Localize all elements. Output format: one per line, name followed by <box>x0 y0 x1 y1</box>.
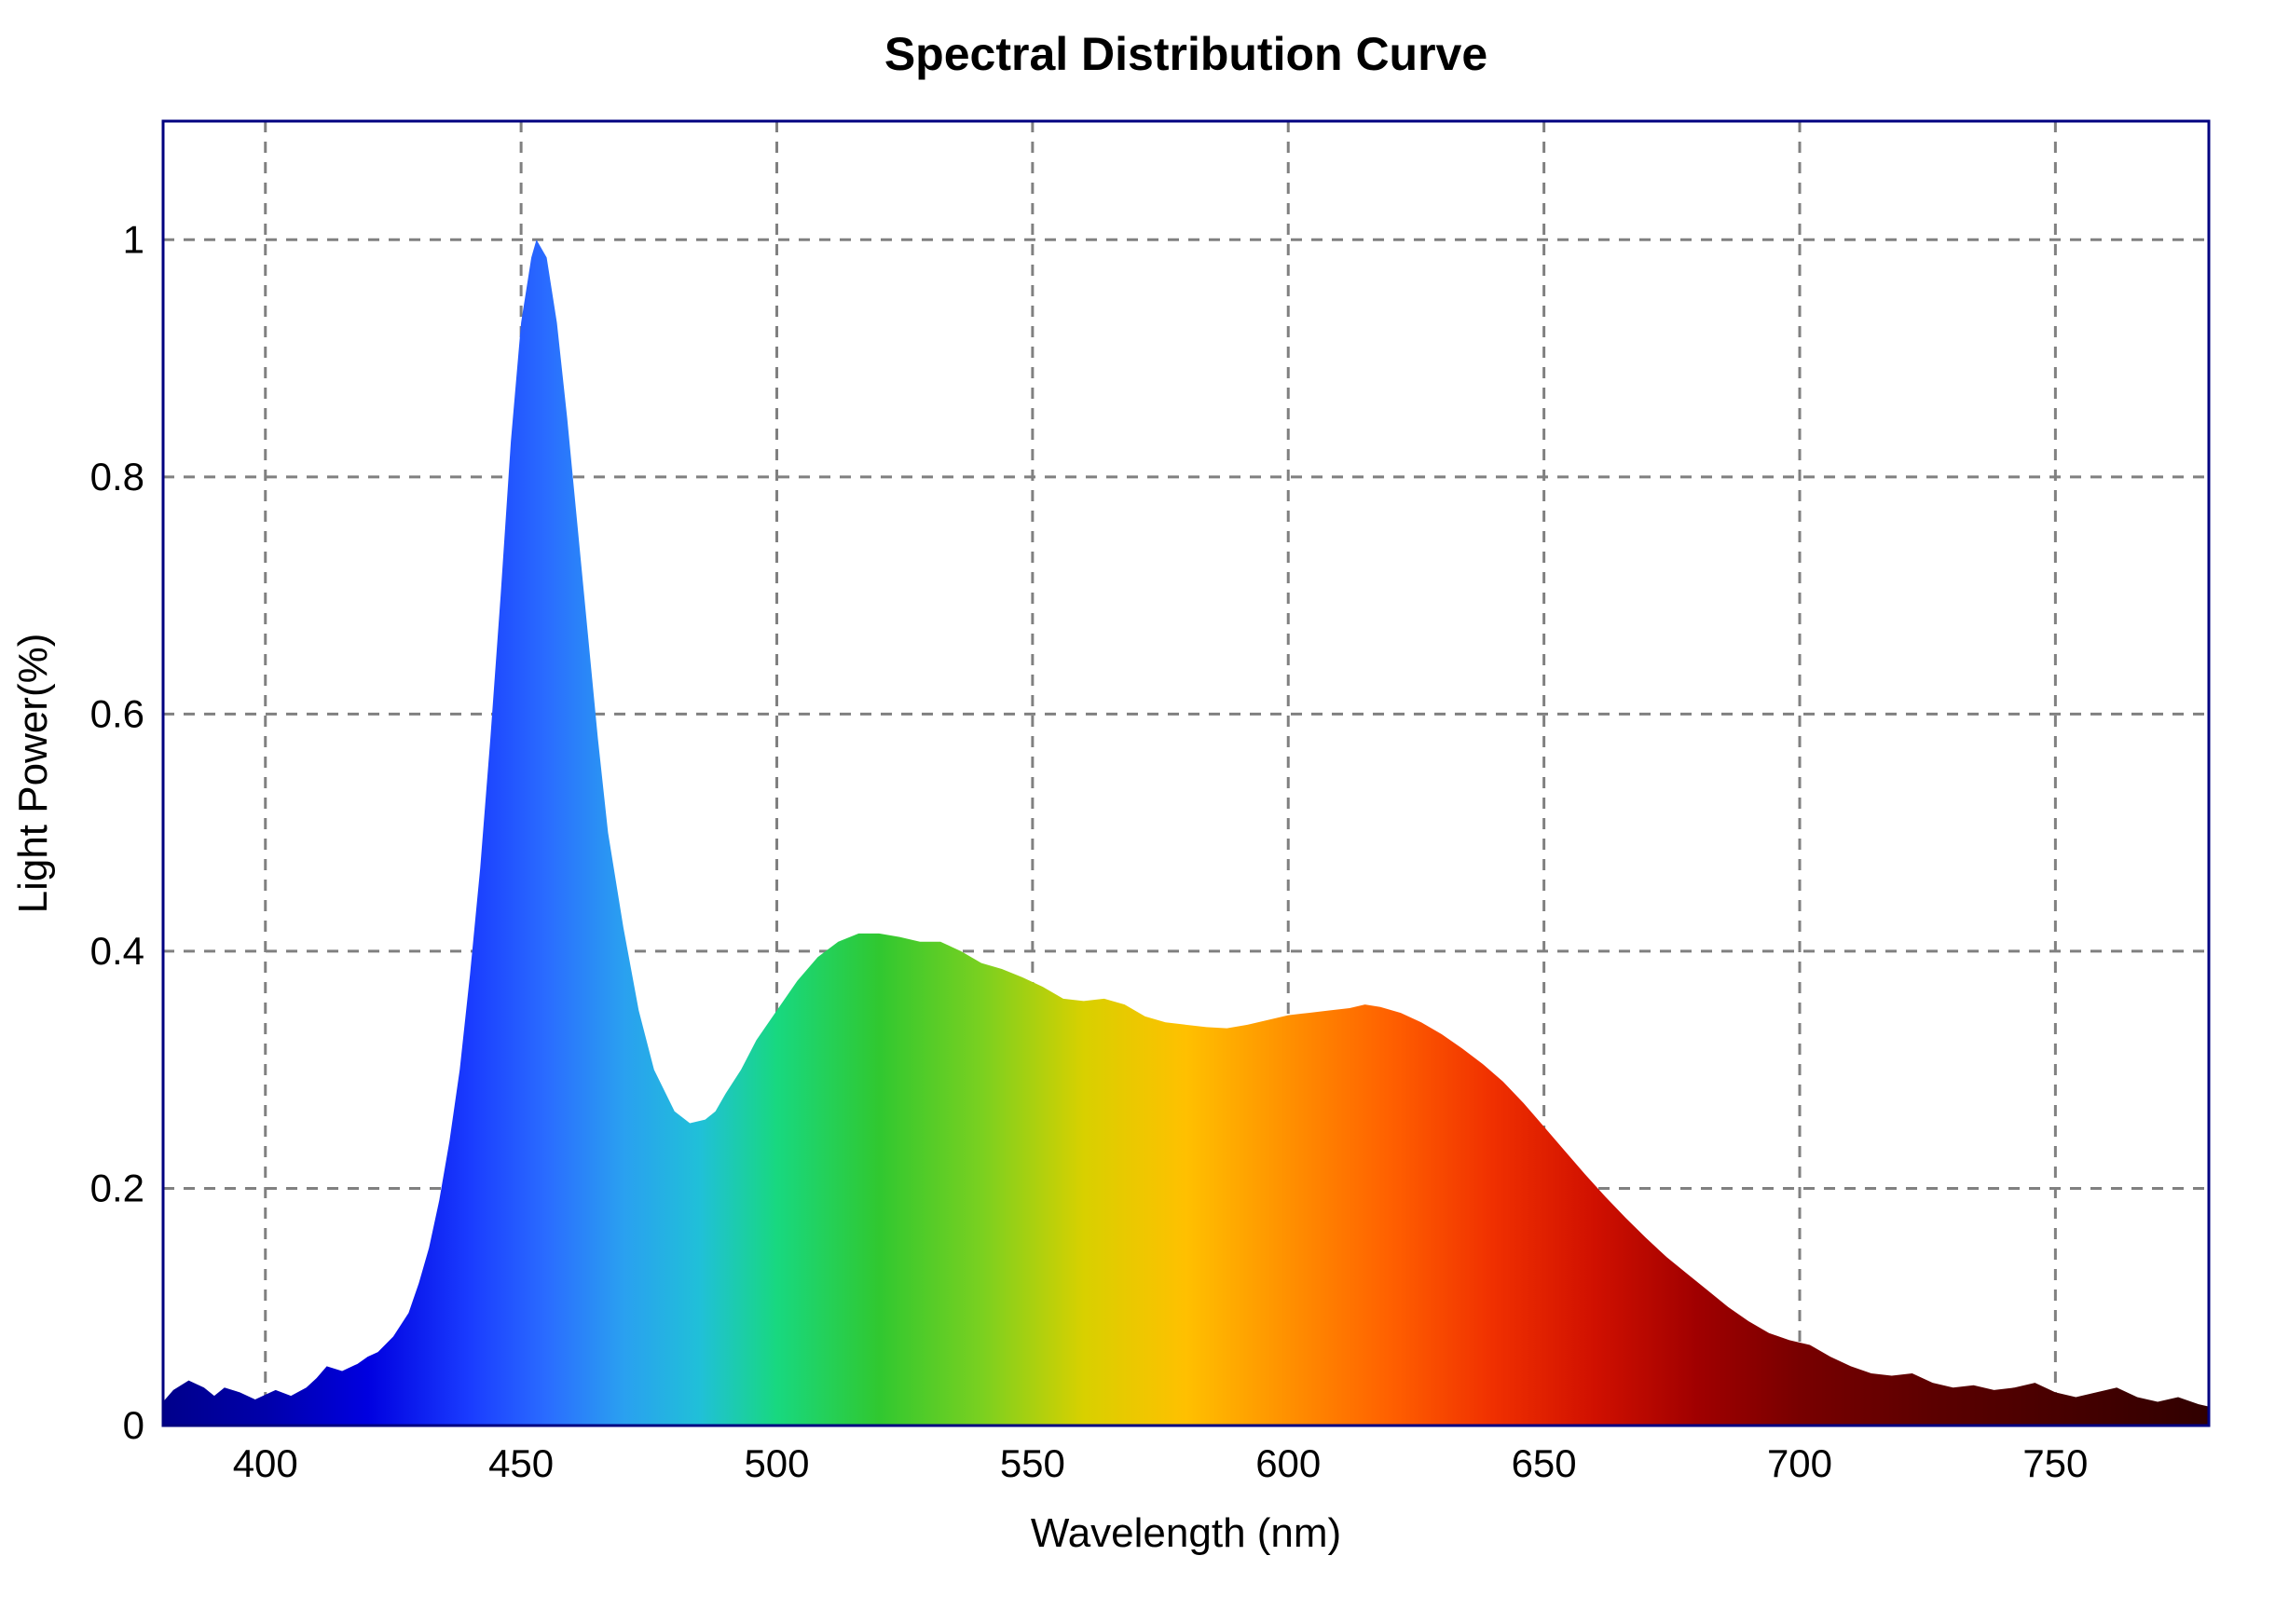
x-tick-label: 450 <box>488 1441 554 1485</box>
y-tick-label: 0.4 <box>90 929 144 973</box>
chart-svg: Spectral Distribution Curve 400 450 500 550… <box>0 0 2275 1624</box>
x-tick-label: 700 <box>1767 1441 1832 1485</box>
x-tick-label: 550 <box>1000 1441 1065 1485</box>
y-tick-label: 1 <box>123 217 144 261</box>
chart-title: Spectral Distribution Curve <box>884 28 1487 80</box>
y-tick-labels: 0 0.2 0.4 0.6 0.8 1 <box>90 217 144 1447</box>
x-tick-label: 750 <box>2022 1441 2088 1485</box>
y-tick-label: 0.2 <box>90 1166 144 1209</box>
spectral-chart: Spectral Distribution Curve 400 450 500 550… <box>0 0 2275 1624</box>
x-tick-label: 600 <box>1255 1441 1321 1485</box>
x-tick-label: 650 <box>1512 1441 1577 1485</box>
y-tick-label: 0.6 <box>90 691 144 735</box>
y-tick-label: 0 <box>123 1403 144 1447</box>
y-tick-label: 0.8 <box>90 455 144 498</box>
y-axis-label: Light Power(%) <box>10 634 56 914</box>
x-tick-label: 500 <box>744 1441 809 1485</box>
x-tick-label: 400 <box>233 1441 298 1485</box>
x-tick-labels: 400 450 500 550 600 650 700 750 <box>233 1441 2089 1485</box>
x-axis-label: Wavelength (nm) <box>1031 1510 1341 1556</box>
plot-area <box>163 121 2209 1426</box>
